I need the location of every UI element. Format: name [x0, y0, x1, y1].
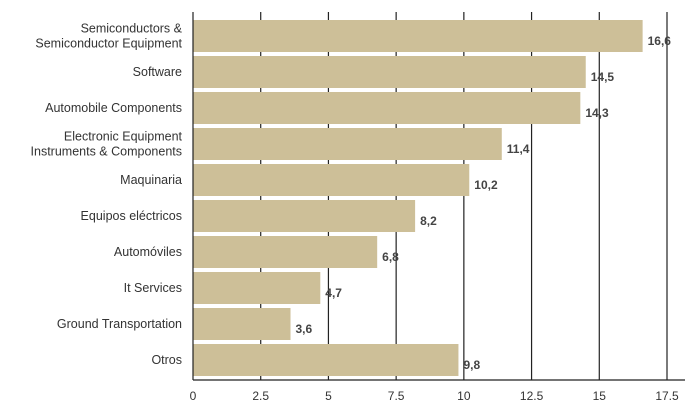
bar-0 [193, 20, 643, 52]
category-label-7: It Services [124, 281, 182, 295]
category-label-4: Maquinaria [120, 173, 182, 187]
value-label-4: 10,2 [474, 178, 498, 192]
x-tick-label-7: 17.5 [655, 389, 679, 403]
value-label-5: 8,2 [420, 214, 437, 228]
x-axis [192, 12, 685, 381]
bar-7 [193, 272, 321, 304]
bar-5 [193, 200, 416, 232]
category-label-8: Ground Transportation [57, 317, 182, 331]
category-label-5: Equipos eléctricos [81, 209, 182, 223]
category-label-0: Semiconductors & Semiconductor Equipment [35, 22, 182, 51]
bar-2 [193, 92, 581, 124]
bars [193, 20, 643, 376]
bar-3 [193, 128, 502, 160]
bar-1 [193, 56, 586, 88]
value-label-7: 4,7 [325, 286, 342, 300]
x-tick-label-4: 10 [457, 389, 471, 403]
category-label-2: Automobile Components [45, 101, 182, 115]
x-tick-label-0: 0 [190, 389, 197, 403]
value-label-0: 16,6 [648, 34, 672, 48]
bar-8 [193, 308, 291, 340]
category-label-6: Automóviles [114, 245, 182, 259]
bar-9 [193, 344, 459, 376]
value-label-9: 9,8 [463, 358, 480, 372]
value-label-6: 6,8 [382, 250, 399, 264]
value-label-1: 14,5 [591, 70, 615, 84]
labels: Semiconductors & Semiconductor Equipment 1… [31, 22, 679, 404]
x-tick-label-5: 12.5 [520, 389, 544, 403]
x-tick-label-2: 5 [325, 389, 332, 403]
x-tick-label-3: 7.5 [388, 389, 405, 403]
bar-4 [193, 164, 470, 196]
value-label-2: 14,3 [585, 106, 609, 120]
value-label-3: 11,4 [507, 142, 530, 156]
category-label-3: Electronic Equipment Instruments & Compon… [31, 130, 183, 159]
category-label-1: Software [133, 65, 182, 79]
bar-6 [193, 236, 378, 268]
value-label-8: 3,6 [296, 322, 313, 336]
x-tick-label-6: 15 [593, 389, 607, 403]
category-label-9: Otros [151, 353, 182, 367]
x-tick-label-1: 2.5 [252, 389, 269, 403]
